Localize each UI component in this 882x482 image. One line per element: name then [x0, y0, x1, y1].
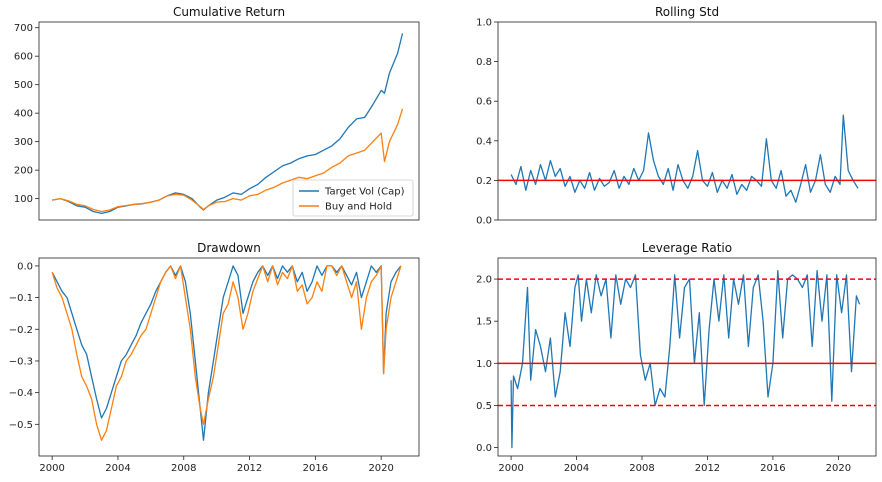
x-tick-label: 2004 — [105, 463, 130, 474]
legend-box — [292, 179, 414, 217]
chart-drawdown: Drawdown 0.0 −0.1 −0.2 −0.3 −0.4 −0.5 2000 2004 2… — [9, 241, 420, 474]
y-tick-label: 2.0 — [476, 275, 492, 286]
x-tick-label: 2020 — [368, 463, 393, 474]
y-tick-label: 400 — [14, 109, 33, 120]
y-tick-label: 700 — [14, 23, 33, 34]
y-tick-label: 0.2 — [476, 176, 492, 187]
y-tick-label: 0.0 — [476, 443, 492, 454]
y-tick-label: −0.1 — [9, 293, 33, 304]
y-tick-label: 300 — [14, 137, 33, 148]
y-tick-label: 1.0 — [476, 18, 492, 29]
chart-title: Rolling Std — [655, 5, 719, 19]
plot-area — [51, 265, 402, 441]
x-tick-label: 2012 — [237, 463, 262, 474]
plot-area — [498, 269, 876, 449]
y-tick-label: −0.4 — [9, 388, 33, 399]
chart-cumulative: Cumulative Return 100 200 300 400 500 600 700 Ta… — [14, 5, 420, 221]
y-tick-label: 1.5 — [476, 317, 492, 328]
plot-area — [52, 33, 404, 215]
series-line-target-vol-cap- — [52, 33, 404, 215]
x-tick-label: 2000 — [498, 463, 523, 474]
legend-label: Target Vol (Cap) — [324, 187, 405, 198]
x-tick-label: 2004 — [564, 463, 589, 474]
y-tick-label: 0.4 — [476, 136, 492, 147]
legend: Target Vol (Cap) Buy and Hold — [292, 179, 414, 217]
x-tick-label: 2020 — [826, 463, 851, 474]
chart-title: Drawdown — [197, 241, 261, 255]
series-line-buy-and-hold — [51, 265, 402, 441]
y-tick-label: 100 — [14, 194, 33, 205]
chart-rolling_std: Rolling Std 0.0 0.2 0.4 0.6 0.8 1.0 — [476, 5, 877, 227]
series-line-target-vol-cap- — [51, 265, 402, 441]
y-tick-label: −0.5 — [9, 420, 33, 431]
chart-title: Leverage Ratio — [642, 241, 732, 255]
y-tick-label: −0.2 — [9, 325, 33, 336]
legend-label: Buy and Hold — [325, 202, 392, 213]
y-tick-label: −0.3 — [9, 356, 33, 367]
x-tick-label: 2016 — [303, 463, 328, 474]
plot-area — [498, 114, 876, 203]
y-tick-label: 0.6 — [476, 97, 492, 108]
x-tick-label: 2012 — [695, 463, 720, 474]
y-tick-label: 0.0 — [17, 261, 33, 272]
series-line-series-0 — [510, 114, 859, 203]
y-tick-label: 0.5 — [476, 401, 492, 412]
x-tick-label: 2008 — [629, 463, 654, 474]
axes-frame — [38, 257, 420, 457]
axes-frame — [497, 257, 877, 457]
series-line-buy-and-hold — [52, 108, 404, 213]
chart-title: Cumulative Return — [173, 5, 285, 19]
y-tick-label: 0.0 — [476, 216, 492, 227]
y-tick-label: 500 — [14, 80, 33, 91]
y-tick-label: 1.0 — [476, 359, 492, 370]
axes-frame — [497, 21, 877, 221]
y-tick-label: 0.8 — [476, 57, 492, 68]
chart-leverage: Leverage Ratio 0.0 0.5 1.0 1.5 2.0 2000 2004 200… — [476, 241, 877, 474]
x-tick-label: 2008 — [171, 463, 196, 474]
axes-frame — [38, 21, 420, 221]
x-tick-label: 2000 — [39, 463, 64, 474]
series-line-series-0 — [510, 269, 861, 449]
x-tick-label: 2016 — [760, 463, 785, 474]
y-tick-label: 600 — [14, 52, 33, 63]
y-tick-label: 200 — [14, 166, 33, 177]
